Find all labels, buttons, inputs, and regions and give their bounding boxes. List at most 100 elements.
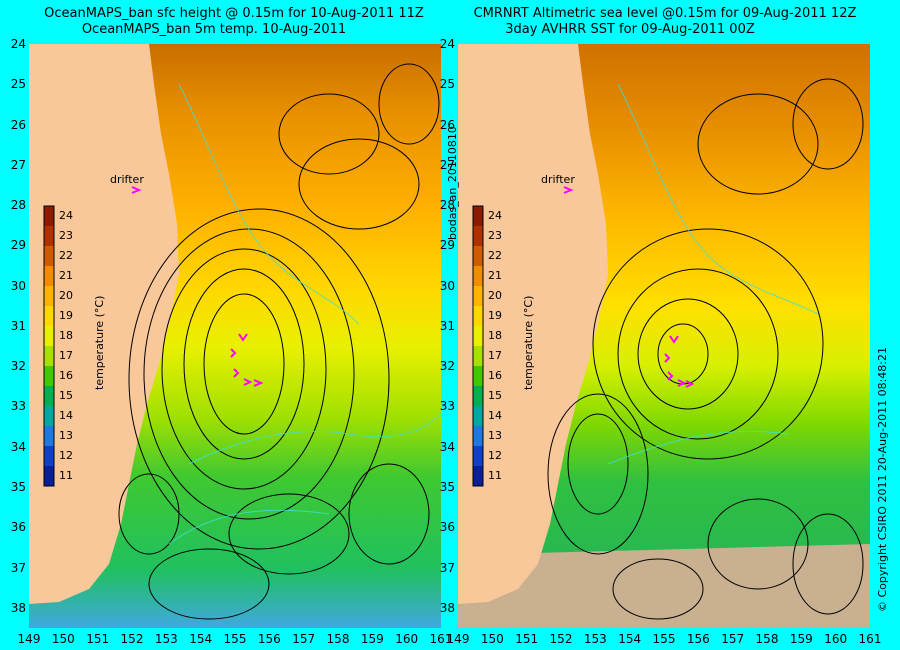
y-tick-label: 24 (10, 37, 26, 51)
colorbar-segment (473, 406, 483, 427)
colorbar-tick-label: 19 (59, 309, 73, 322)
x-tick-label: 158 (755, 632, 779, 646)
colorbar-tick-label: 24 (59, 209, 73, 222)
y-tick-label: 36 (10, 520, 26, 535)
y-tick-label: 28 (10, 198, 26, 213)
colorbar-segment (473, 246, 483, 267)
colorbar-tick-label: 12 (59, 449, 73, 462)
colorbar-tick-label: 20 (59, 289, 73, 302)
colorbar-tick-label: 11 (59, 469, 73, 482)
y-tick-label: 31 (439, 318, 455, 333)
right-title-line1: CMRNRT Altimetric sea level @0.15m for 0… (473, 6, 857, 21)
colorbar-segment (473, 446, 483, 467)
left-map-svg (29, 44, 441, 628)
colorbar-segment (44, 326, 54, 347)
colorbar-segment (44, 406, 54, 427)
left-sst-contours (168, 83, 441, 545)
x-tick-label: 150 (480, 632, 504, 646)
right-map-panel (458, 44, 870, 628)
colorbar-segment (44, 426, 54, 447)
colorbar-segment (473, 266, 483, 287)
colorbar-tick-label: 24 (488, 209, 502, 222)
y-tick-label: 28 (439, 198, 455, 213)
y-tick-label: 30 (10, 278, 26, 293)
right-land (458, 44, 608, 604)
colorbar-tick-label: 17 (488, 349, 502, 362)
colorbar-tick-label: 12 (488, 449, 502, 462)
right-title-line2: 3day AVHRR SST for 09-Aug-2011 00Z (505, 22, 755, 37)
right-map-svg (458, 44, 870, 628)
colorbar-segment (473, 326, 483, 347)
colorbar-segment (44, 286, 54, 307)
x-tick-label: 155 (652, 632, 676, 646)
y-tick-label: 35 (439, 480, 455, 495)
x-tick-label: 150 (51, 632, 75, 646)
colorbar-tick-label: 22 (488, 249, 502, 262)
x-tick-label: 161 (429, 632, 453, 646)
copyright-label: © Copyright CSIRO 2011 20-Aug-2011 08:48… (876, 346, 889, 612)
center-run-label: bodas_an_20110810 (446, 126, 459, 240)
x-tick-label: 153 (154, 632, 178, 646)
x-tick-label: 157 (721, 632, 745, 646)
colorbar-tick-label: 15 (59, 389, 73, 402)
colorbar-tick-label: 18 (59, 329, 73, 342)
colorbar-segment (44, 346, 54, 367)
colorbar-tick-label: 14 (59, 409, 73, 422)
left-sealevel-contours (118, 63, 440, 620)
y-tick-label: 30 (439, 278, 455, 293)
colorbar-segment (44, 206, 54, 227)
left-drifter-markers (131, 186, 264, 387)
y-tick-label: 27 (439, 157, 455, 172)
x-tick-label: 152 (120, 632, 144, 646)
colorbar-segment (473, 226, 483, 247)
colorbar-frame (43, 205, 55, 487)
colorbar-tick-label: 16 (488, 369, 502, 382)
colorbar-segment (473, 386, 483, 407)
x-tick-label: 154 (189, 632, 213, 646)
y-tick-label: 25 (10, 77, 26, 92)
left-title-line2: OceanMAPS_ban 5m temp. 10-Aug-2011 (81, 22, 347, 37)
colorbar-tick-label: 15 (488, 389, 502, 402)
x-tick-label: 151 (515, 632, 539, 646)
colorbar-segment (44, 366, 54, 387)
colorbar-segment (44, 226, 54, 247)
colorbar-tick-label: 21 (488, 269, 502, 282)
y-tick-label: 36 (439, 520, 455, 535)
colorbar-segment (473, 306, 483, 327)
y-tick-label: 34 (439, 439, 455, 454)
colorbar-segment (473, 426, 483, 447)
y-tick-label: 33 (439, 399, 455, 414)
left-colorbar-unit: temperature (°C) (93, 295, 106, 390)
x-tick-label: 156 (686, 632, 710, 646)
right-drifter-markers (563, 186, 695, 388)
x-tick-label: 161 (858, 632, 882, 646)
colorbar-segment (44, 246, 54, 267)
colorbar-segment (44, 446, 54, 467)
right-colorbar-unit: temperature (°C) (522, 295, 535, 390)
y-tick-label: 38 (439, 600, 455, 615)
x-tick-label: 155 (223, 632, 247, 646)
x-tick-label: 157 (292, 632, 316, 646)
y-tick-label: 35 (10, 480, 26, 495)
colorbar-tick-label: 20 (488, 289, 502, 302)
y-tick-label: 26 (10, 117, 26, 132)
colorbar-segment (473, 286, 483, 307)
y-tick-label: 34 (10, 439, 26, 454)
x-tick-label: 149 (446, 632, 470, 646)
y-tick-label: 24 (439, 37, 455, 51)
colorbar-tick-label: 23 (59, 229, 73, 242)
right-sst-contours (607, 83, 819, 465)
right-colorbar (472, 205, 484, 487)
colorbar-tick-label: 16 (59, 369, 73, 382)
x-tick-label: 159 (789, 632, 813, 646)
colorbar-tick-label: 11 (488, 469, 502, 482)
x-tick-label: 160 (395, 632, 419, 646)
x-tick-label: 156 (257, 632, 281, 646)
y-tick-label: 32 (439, 359, 455, 374)
colorbar-tick-label: 21 (59, 269, 73, 282)
x-tick-label: 152 (549, 632, 573, 646)
left-land (29, 44, 179, 604)
y-tick-label: 38 (10, 600, 26, 615)
x-tick-label: 153 (583, 632, 607, 646)
right-cloud-mask (458, 544, 870, 628)
